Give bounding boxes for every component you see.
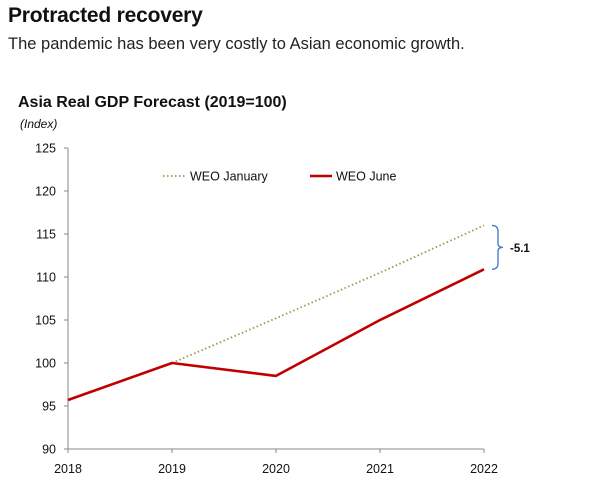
y-tick-label: 100 bbox=[35, 357, 56, 371]
x-tick-label: 2019 bbox=[158, 462, 186, 476]
y-tick-label: 105 bbox=[35, 314, 56, 328]
x-tick-label: 2021 bbox=[366, 462, 394, 476]
legend-label: WEO January bbox=[190, 170, 269, 184]
difference-annotation-label: -5.1 bbox=[510, 243, 530, 255]
y-tick-label: 120 bbox=[35, 185, 56, 199]
page-headline: Protracted recovery bbox=[8, 4, 203, 27]
x-tick-label: 2022 bbox=[470, 462, 498, 476]
y-tick-label: 110 bbox=[36, 271, 56, 285]
y-tick-label: 95 bbox=[42, 400, 56, 414]
y-tick-label: 115 bbox=[36, 228, 56, 242]
y-axis-unit-label: (Index) bbox=[20, 117, 58, 131]
series-line-weo-june bbox=[67, 268, 485, 402]
chart-title: Asia Real GDP Forecast (2019=100) bbox=[18, 94, 287, 111]
series-line-weo-january bbox=[171, 224, 485, 364]
x-tick-label: 2020 bbox=[262, 462, 290, 476]
x-tick-label: 2018 bbox=[54, 462, 82, 476]
y-tick-label: 90 bbox=[42, 443, 56, 457]
difference-bracket bbox=[491, 224, 504, 270]
legend-label: WEO June bbox=[336, 170, 396, 184]
page-subheadline: The pandemic has been very costly to Asi… bbox=[8, 35, 465, 53]
y-tick-label: 125 bbox=[35, 142, 56, 156]
